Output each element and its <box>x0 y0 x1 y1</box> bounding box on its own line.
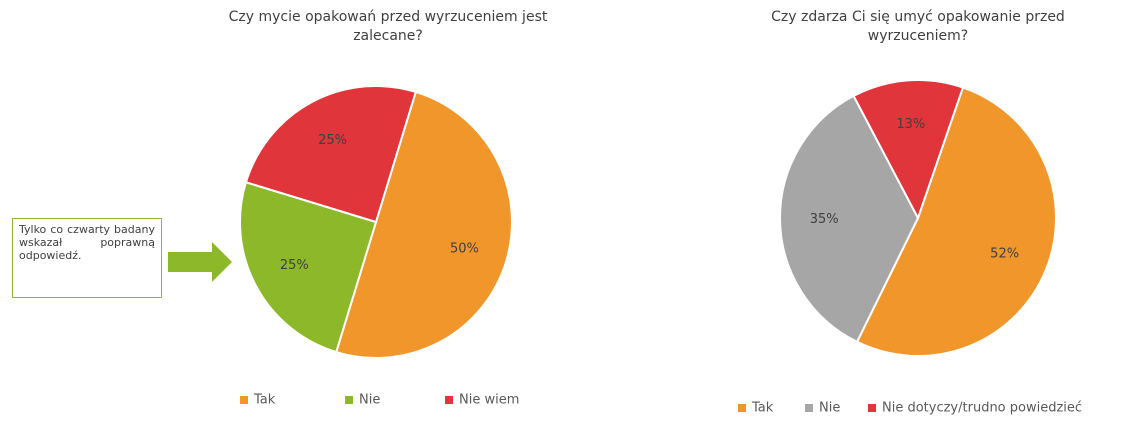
legend-label: Nie <box>359 393 380 408</box>
legend-swatch <box>345 396 353 404</box>
data-label: 52% <box>990 247 1019 262</box>
data-label: 13% <box>896 117 925 132</box>
legend-label: Nie wiem <box>459 393 519 408</box>
legend-swatch <box>738 404 746 412</box>
data-label: 35% <box>810 212 839 227</box>
legend-label: Nie dotyczy/trudno powiedzieć <box>882 401 1082 416</box>
data-label: 50% <box>450 242 479 257</box>
legend-swatch <box>868 404 876 412</box>
annotation-arrow <box>168 242 232 282</box>
legend-label: Nie <box>819 401 840 416</box>
pie-slice <box>244 85 418 224</box>
pie-slice <box>334 90 513 359</box>
pie-slice <box>239 180 378 354</box>
pie-slice <box>779 94 920 344</box>
pie-slice <box>852 79 965 221</box>
legend-swatch <box>240 396 248 404</box>
legend-swatch <box>445 396 453 404</box>
chart-title: Czy mycie opakowań przed wyrzuceniem jes… <box>228 9 548 44</box>
data-label: 25% <box>280 258 309 273</box>
pie-slice <box>855 86 1057 357</box>
legend-swatch <box>805 404 813 412</box>
chart-title: Czy zdarza Ci się umyć opakowanie przed … <box>771 9 1065 44</box>
annotation: Tylko co czwarty badany wskazał poprawną… <box>12 218 162 298</box>
legend-label: Tak <box>751 401 774 416</box>
data-label: 25% <box>318 133 347 148</box>
legend-label: Tak <box>253 393 276 408</box>
